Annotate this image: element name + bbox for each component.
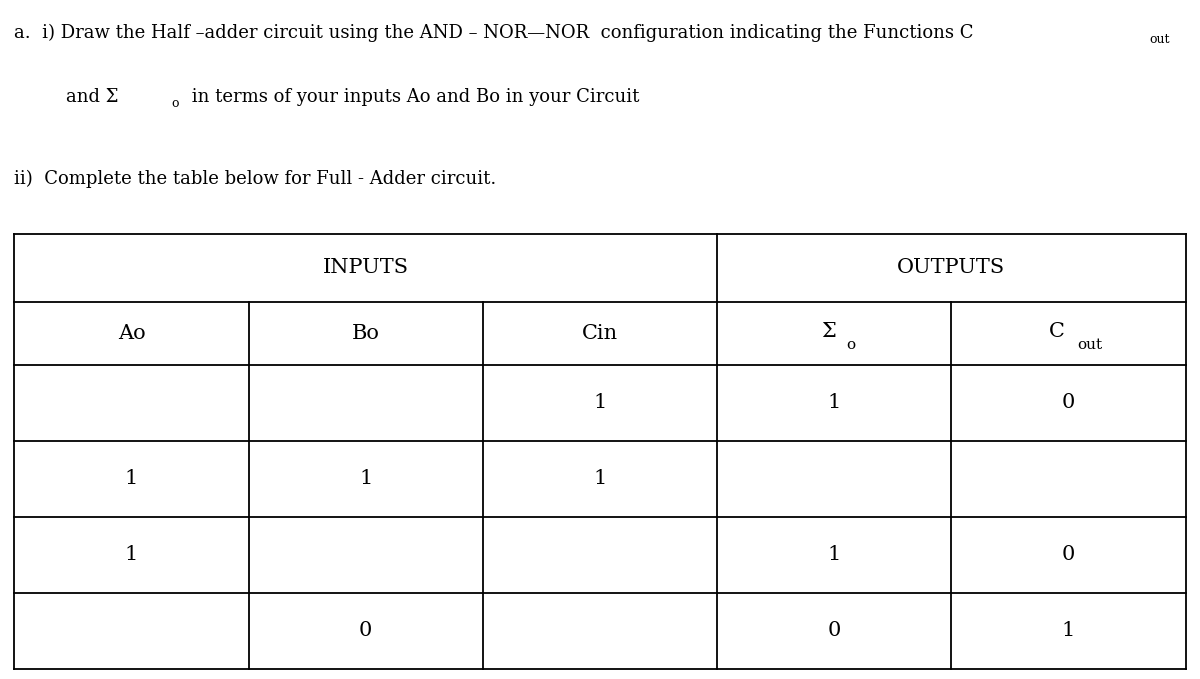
Text: 0: 0	[359, 621, 372, 640]
Text: a.  i) Draw the Half –adder circuit using the AND – NOR—NOR  configuration indic: a. i) Draw the Half –adder circuit using…	[14, 24, 974, 42]
Text: o: o	[172, 97, 179, 110]
Text: 0: 0	[828, 621, 841, 640]
Text: out: out	[1078, 338, 1103, 352]
Text: OUTPUTS: OUTPUTS	[898, 259, 1006, 278]
Text: 1: 1	[828, 545, 841, 564]
Text: Σ: Σ	[821, 322, 835, 341]
Text: in terms of your inputs Ao and Bo in your Circuit: in terms of your inputs Ao and Bo in you…	[186, 88, 640, 107]
Text: 1: 1	[359, 469, 372, 488]
Text: Bo: Bo	[352, 324, 379, 343]
Text: ii)  Complete the table below for Full - Adder circuit.: ii) Complete the table below for Full - …	[14, 170, 497, 188]
Text: Ao: Ao	[118, 324, 145, 343]
Text: 1: 1	[593, 393, 607, 412]
Text: Cin: Cin	[582, 324, 618, 343]
Text: out: out	[1150, 33, 1170, 45]
Text: 1: 1	[125, 469, 138, 488]
Text: C: C	[1049, 322, 1064, 341]
Text: 1: 1	[593, 469, 607, 488]
Text: o: o	[846, 338, 856, 352]
Text: 1: 1	[125, 545, 138, 564]
Text: and Σ: and Σ	[66, 88, 119, 107]
Text: 1: 1	[828, 393, 841, 412]
Text: 1: 1	[1062, 621, 1075, 640]
Text: INPUTS: INPUTS	[323, 259, 409, 278]
Text: 0: 0	[1062, 545, 1075, 564]
Text: 0: 0	[1062, 393, 1075, 412]
